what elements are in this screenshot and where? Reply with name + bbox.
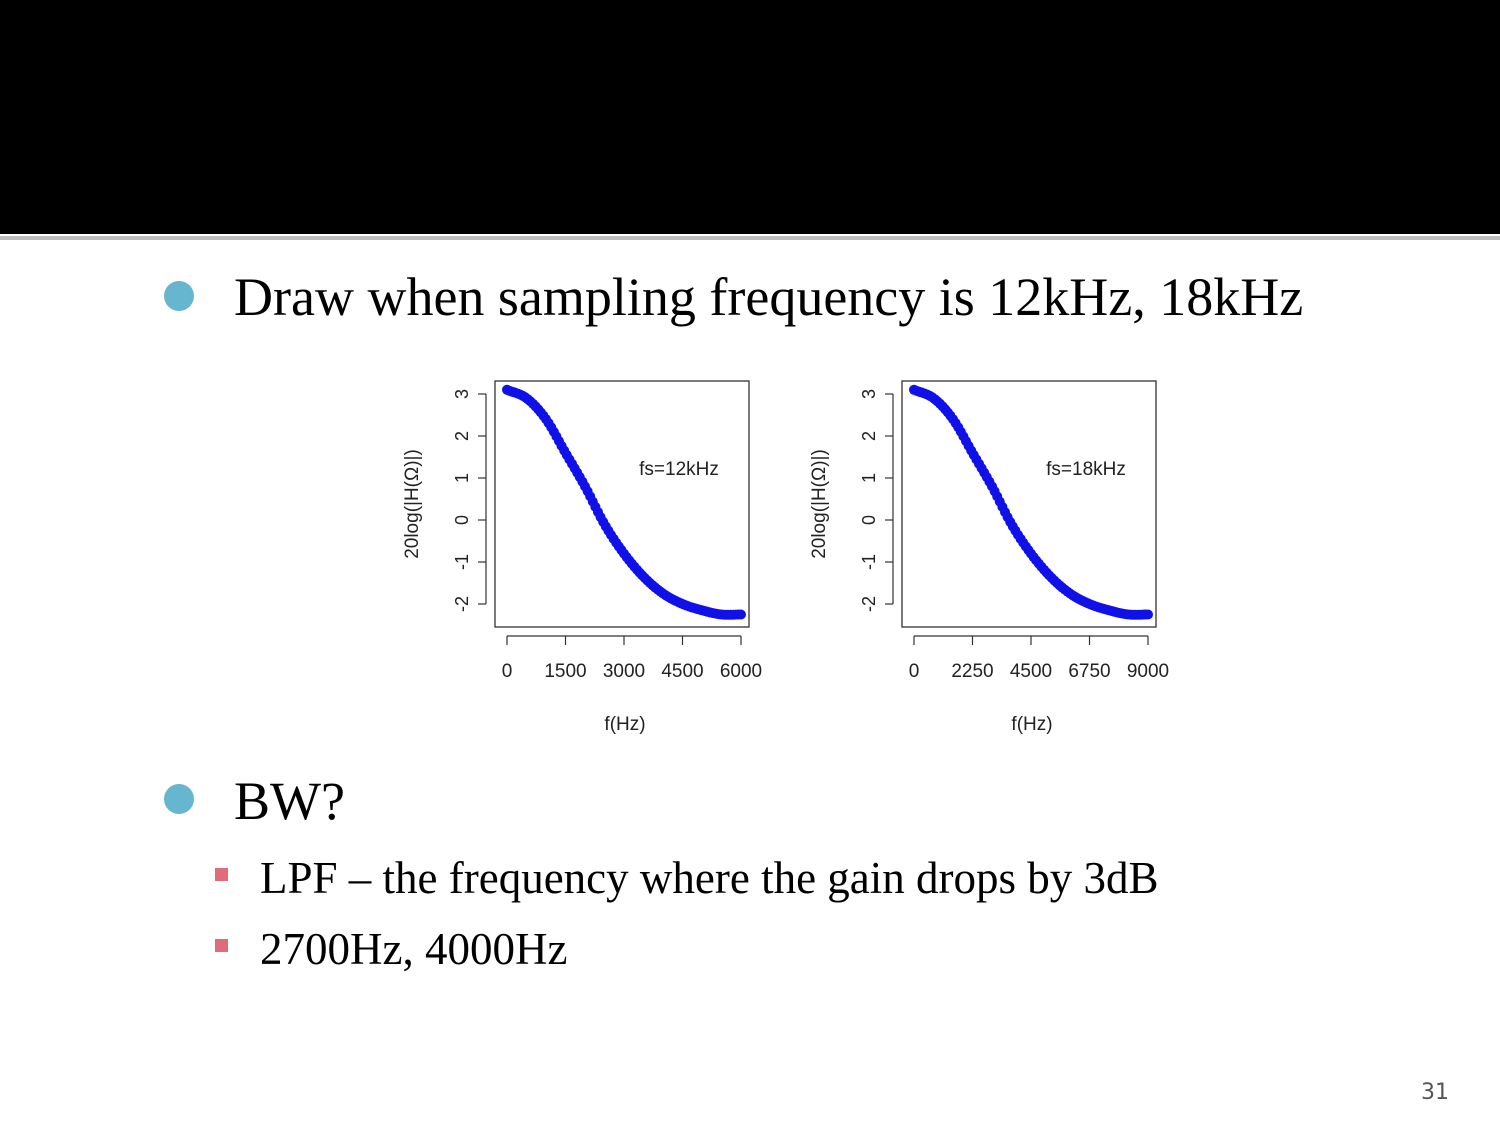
x-tick-label: 2250 bbox=[951, 661, 993, 682]
y-tick-label: 1 bbox=[859, 473, 879, 483]
plot-frame bbox=[494, 380, 750, 628]
title-band bbox=[0, 0, 1500, 234]
y-tick-label: 3 bbox=[859, 389, 879, 399]
x-tick-label: 6000 bbox=[720, 661, 762, 682]
x-tick-label: 6750 bbox=[1068, 661, 1110, 682]
y-tick-label: 2 bbox=[452, 431, 472, 441]
y-tick-label: 3 bbox=[452, 389, 472, 399]
y-tick-label: -1 bbox=[859, 554, 879, 570]
sub-bullet-marker bbox=[215, 939, 228, 952]
x-tick-label: 1500 bbox=[544, 661, 586, 682]
y-axis-label: 20log(|H(Ω)|) bbox=[809, 449, 830, 559]
chart-svg: -2 -1 0 1 2 3 20log(|H(Ω)|) 0 1500 3000 4500 6000 f(… bbox=[402, 380, 762, 735]
y-tick-label: -2 bbox=[859, 596, 879, 612]
bullet-marker bbox=[164, 281, 194, 311]
chart-svg: -2 -1 0 1 2 3 20log(|H(Ω)|) 0 2250 4500 6750 9000 f(… bbox=[809, 380, 1169, 735]
chart-annotation: fs=18kHz bbox=[1046, 459, 1126, 480]
y-axis-label: 20log(|H(Ω)|) bbox=[402, 449, 423, 559]
chart-fs-12khz: -2 -1 0 1 2 3 20log(|H(Ω)|) 0 1500 3000 4500 6000 f(… bbox=[385, 365, 780, 750]
bullet-text-2: BW? bbox=[234, 771, 345, 831]
data-point bbox=[1143, 609, 1153, 620]
sub-bullet-marker bbox=[215, 868, 228, 881]
y-tick-label: -1 bbox=[452, 554, 472, 570]
plot-frame bbox=[901, 380, 1157, 628]
y-tick-label: 0 bbox=[859, 515, 879, 525]
chart-annotation: fs=12kHz bbox=[639, 459, 719, 480]
y-tick-label: -2 bbox=[452, 596, 472, 612]
x-tick-label: 0 bbox=[502, 661, 513, 682]
bullet-marker bbox=[164, 784, 194, 814]
x-tick-label: 3000 bbox=[603, 661, 645, 682]
chart-fs-18khz: -2 -1 0 1 2 3 20log(|H(Ω)|) 0 2250 4500 6750 9000 f(… bbox=[792, 365, 1187, 750]
x-axis-label: f(Hz) bbox=[604, 714, 645, 735]
data-point bbox=[736, 609, 746, 620]
x-axis-label: f(Hz) bbox=[1011, 714, 1052, 735]
sub-bullet-text-2: 2700Hz, 4000Hz bbox=[260, 924, 568, 974]
x-tick-label: 4500 bbox=[1010, 661, 1052, 682]
bullet-text-1: Draw when sampling frequency is 12kHz, 1… bbox=[234, 267, 1304, 327]
y-tick-label: 0 bbox=[452, 515, 472, 525]
x-tick-label: 0 bbox=[909, 661, 920, 682]
sub-bullet-text-1: LPF – the frequency where the gain drops… bbox=[260, 853, 1159, 903]
x-tick-label: 4500 bbox=[661, 661, 703, 682]
x-tick-label: 9000 bbox=[1127, 661, 1169, 682]
series-points bbox=[909, 384, 1153, 620]
series-points bbox=[502, 384, 746, 620]
y-tick-label: 1 bbox=[452, 473, 472, 483]
page-number: 31 bbox=[1421, 1080, 1449, 1105]
title-divider bbox=[0, 236, 1500, 240]
y-tick-label: 2 bbox=[859, 431, 879, 441]
